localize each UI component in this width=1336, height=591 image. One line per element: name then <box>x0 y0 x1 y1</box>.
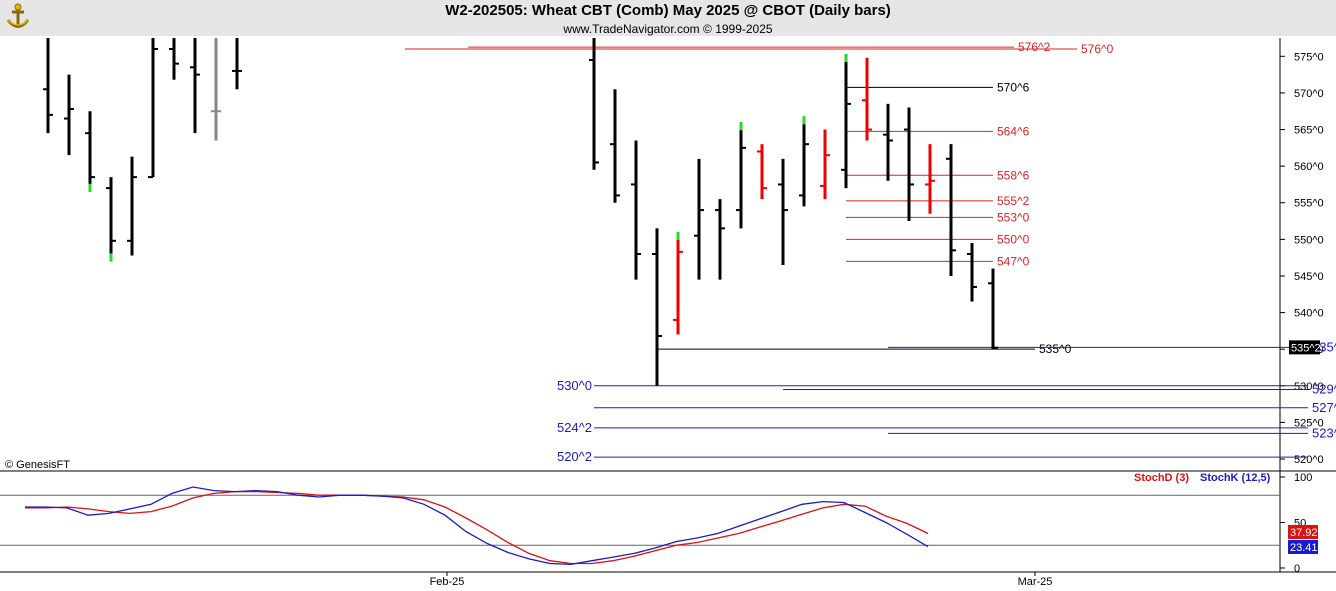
stoch-tick-label: 100 <box>1294 472 1312 484</box>
level-label: 553^0 <box>997 210 1030 224</box>
stoch-legend-entry: StochD (3) <box>1134 472 1189 484</box>
price-tick-label: 550^0 <box>1294 234 1324 246</box>
level-label: 576^2 <box>1018 40 1051 54</box>
level-label: 520^2 <box>557 449 592 464</box>
price-tick-label: 570^0 <box>1294 88 1324 100</box>
level-label: 558^6 <box>997 168 1030 182</box>
level-label: 530^0 <box>557 378 592 393</box>
price-tick-label: 540^0 <box>1294 308 1324 320</box>
level-label: 523^4 <box>1312 425 1336 440</box>
stoch-tick-label: 0 <box>1294 563 1300 575</box>
price-tick-label: 565^0 <box>1294 125 1324 137</box>
price-tick-label: 575^0 <box>1294 51 1324 63</box>
last-price-box <box>1289 340 1320 355</box>
level-label: 524^2 <box>557 420 592 435</box>
chart-title: W2-202505: Wheat CBT (Comb) May 2025 @ C… <box>445 2 891 19</box>
level-label: 535^0 <box>1039 342 1072 356</box>
time-tick-label: Mar-25 <box>1018 576 1053 588</box>
last-price-label: 535^2 <box>1291 342 1321 354</box>
stoch-series-line <box>25 490 929 565</box>
header-band <box>0 0 1336 36</box>
level-label: 570^6 <box>997 80 1030 94</box>
level-label: 550^0 <box>997 232 1030 246</box>
stoch-last-box <box>1288 540 1318 554</box>
price-tick-label: 560^0 <box>1294 161 1324 173</box>
level-label: 527^0 <box>1312 400 1336 415</box>
price-tick-label: 525^0 <box>1294 417 1324 429</box>
level-label: 576^0 <box>1081 42 1114 56</box>
price-tick-label: 520^0 <box>1294 454 1324 466</box>
stoch-last-value: 23.41 <box>1290 542 1318 554</box>
stoch-series-line <box>25 486 929 566</box>
stoch-last-box <box>1288 525 1318 539</box>
chart-subtitle: www.TradeNavigator.com © 1999-2025 <box>563 22 773 36</box>
time-tick-label: Feb-25 <box>430 576 465 588</box>
stoch-legend-entry: StochK (12,5) <box>1200 472 1271 484</box>
price-panel: 520^0 525^0 530^0 535^0 540^0 545^0 550^0 555^0… <box>0 38 1336 588</box>
level-label: 555^2 <box>997 194 1030 208</box>
level-label: 529^4 <box>1312 381 1336 396</box>
level-label: 564^6 <box>997 124 1030 138</box>
stoch-last-value: 37.92 <box>1290 527 1318 539</box>
copyright-text: © GenesisFT <box>5 459 70 471</box>
price-tick-label: 555^0 <box>1294 198 1324 210</box>
level-label: 547^0 <box>997 254 1030 268</box>
anchor-logo-icon[interactable] <box>3 3 33 33</box>
price-tick-label: 545^0 <box>1294 271 1324 283</box>
